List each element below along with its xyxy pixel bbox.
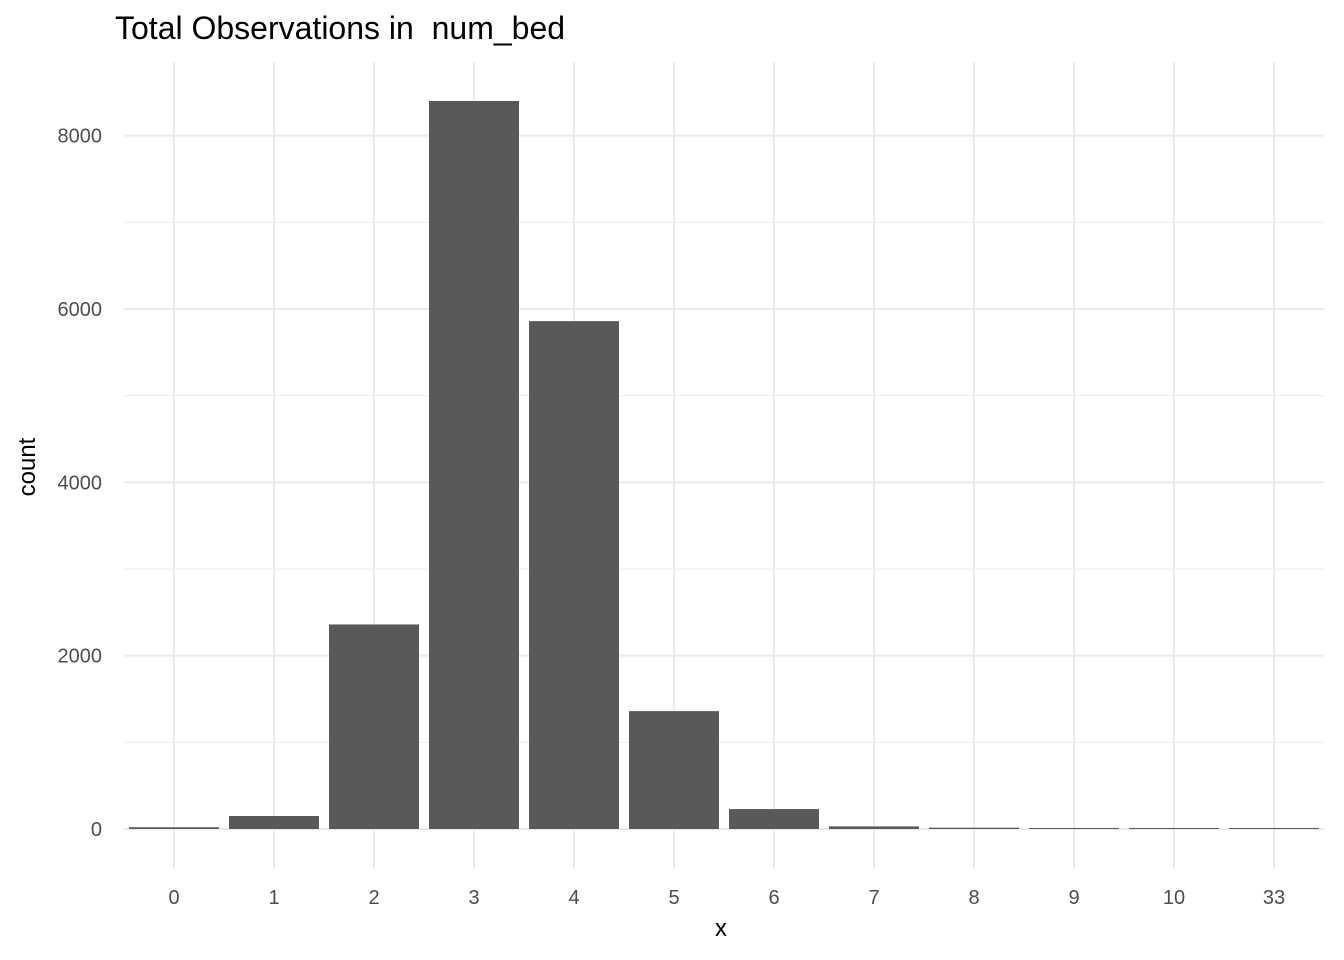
x-tick-label-9: 9: [1068, 887, 1079, 909]
bar-3: [429, 101, 519, 829]
bar-1: [229, 816, 319, 829]
x-tick-label-2: 2: [368, 887, 379, 909]
y-tick-label-3: 6000: [58, 299, 103, 321]
x-tick-label-8: 8: [968, 887, 979, 909]
bar-6: [729, 809, 819, 829]
grid-lines: [124, 62, 1324, 868]
bars: [129, 101, 1319, 829]
x-tick-labels: 0 1 2 3 4 5 6 7 8 9 10 33: [168, 887, 1285, 909]
y-tick-label-2: 4000: [58, 472, 103, 494]
x-tick-label-3: 3: [468, 887, 479, 909]
x-tick-label-5: 5: [668, 887, 679, 909]
bar-5: [629, 711, 719, 829]
chart-title: Total Observations in num_bed: [115, 10, 566, 46]
bar-10: [1129, 828, 1219, 829]
y-tick-label-4: 8000: [58, 126, 103, 148]
y-tick-labels: 0 2000 4000 6000 8000: [58, 126, 103, 841]
x-axis-label: x: [715, 915, 727, 942]
x-tick-label-1: 1: [268, 887, 279, 909]
bar-33: [1229, 828, 1319, 829]
bar-7: [829, 826, 919, 829]
x-tick-label-33: 33: [1263, 887, 1285, 909]
x-tick-label-0: 0: [168, 887, 179, 909]
x-tick-label-4: 4: [568, 887, 579, 909]
y-tick-label-1: 2000: [58, 646, 103, 668]
x-tick-label-7: 7: [868, 887, 879, 909]
bar-0: [129, 827, 219, 829]
bar-8: [929, 827, 1019, 829]
bar-9: [1029, 828, 1119, 829]
bar-2: [329, 624, 419, 829]
x-tick-label-6: 6: [768, 887, 779, 909]
x-tick-label-10: 10: [1163, 887, 1185, 909]
bar-4: [529, 321, 619, 829]
y-tick-label-0: 0: [91, 819, 102, 841]
